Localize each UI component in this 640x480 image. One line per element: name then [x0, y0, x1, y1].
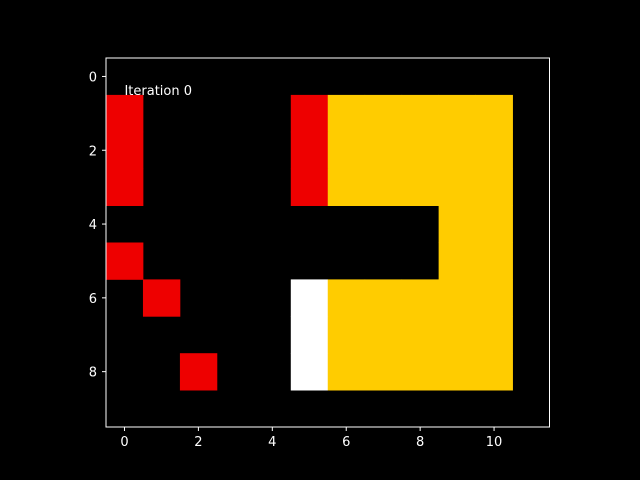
heatmap-cell-r2-c8 [401, 131, 440, 170]
heatmap-cell-r1-c0 [106, 94, 144, 133]
heatmap-cell-r8-c10 [475, 353, 513, 391]
heatmap-cell-r8-c9 [438, 353, 476, 391]
heatmap-cell-r3-c10 [475, 168, 513, 206]
heatmap-cell-r6-c10 [475, 279, 513, 317]
heatmap-cell-r3-c0 [106, 168, 144, 206]
heatmap-cell-r4-c9 [438, 205, 476, 243]
heatmap-cell-r5-c9 [438, 242, 476, 280]
heatmap-cell-r1-c10 [475, 94, 513, 133]
heatmap-cell-r2-c9 [438, 131, 476, 170]
x-tick-label: 0 [120, 435, 128, 450]
heatmap-cell-r1-c6 [327, 94, 366, 133]
heatmap-cell-r8-c6 [327, 353, 366, 391]
iteration-annotation: Iteration 0 [124, 84, 192, 99]
heatmap-cells [106, 94, 513, 391]
heatmap-cell-r8-c8 [401, 353, 440, 391]
x-axis: 0 2 4 6 8 10 [120, 427, 502, 450]
heatmap-cell-r8-c5 [290, 353, 329, 391]
heatmap-cell-r2-c7 [364, 131, 403, 170]
heatmap-cell-r7-c5 [290, 316, 329, 354]
heatmap-cell-r7-c10 [475, 316, 513, 354]
heatmap-cell-r2-c5 [290, 131, 329, 170]
heatmap-cell-r1-c7 [364, 94, 403, 133]
heatmap-cell-r4-c10 [475, 205, 513, 243]
x-tick-label: 2 [194, 435, 202, 450]
heatmap-cell-r3-c7 [364, 168, 403, 206]
y-axis: 0 2 4 6 8 [89, 70, 106, 381]
x-tick-label: 8 [416, 435, 424, 450]
heatmap-cell-r2-c6 [327, 131, 366, 170]
heatmap-cell-r7-c7 [364, 316, 403, 354]
heatmap-cell-r3-c5 [290, 168, 329, 206]
heatmap-cell-r2-c0 [106, 131, 144, 170]
heatmap-cell-r7-c9 [438, 316, 476, 354]
y-tick-label: 6 [89, 292, 97, 307]
heatmap-cell-r3-c8 [401, 168, 440, 206]
heatmap-cell-r8-c2 [179, 353, 218, 391]
heatmap-cell-r7-c8 [401, 316, 440, 354]
heatmap-cell-r1-c5 [290, 94, 329, 133]
heatmap-cell-r1-c8 [401, 94, 440, 133]
x-tick-label: 6 [342, 435, 350, 450]
heatmap-cell-r6-c1 [142, 279, 181, 317]
heatmap-cell-r6-c6 [327, 279, 366, 317]
heatmap-cell-r6-c8 [401, 279, 440, 317]
plot-frame [105, 57, 550, 428]
heatmap-cell-r3-c9 [438, 168, 476, 206]
heatmap-cell-r5-c0 [106, 242, 144, 280]
y-tick-label: 2 [89, 144, 97, 159]
y-tick-label: 8 [89, 366, 97, 381]
y-tick-label: 0 [89, 70, 97, 85]
heatmap-cell-r3-c6 [327, 168, 366, 206]
x-tick-label: 10 [486, 435, 503, 450]
heatmap-cell-r6-c5 [290, 279, 329, 317]
heatmap-cell-r6-c9 [438, 279, 476, 317]
heatmap-cell-r8-c7 [364, 353, 403, 391]
heatmap-cell-r2-c10 [475, 131, 513, 170]
heatmap-cell-r6-c7 [364, 279, 403, 317]
heatmap-cell-r1-c9 [438, 94, 476, 133]
x-tick-label: 4 [268, 435, 276, 450]
y-tick-label: 4 [89, 218, 97, 233]
heatmap-cell-r5-c10 [475, 242, 513, 280]
heatmap-cell-r7-c6 [327, 316, 366, 354]
